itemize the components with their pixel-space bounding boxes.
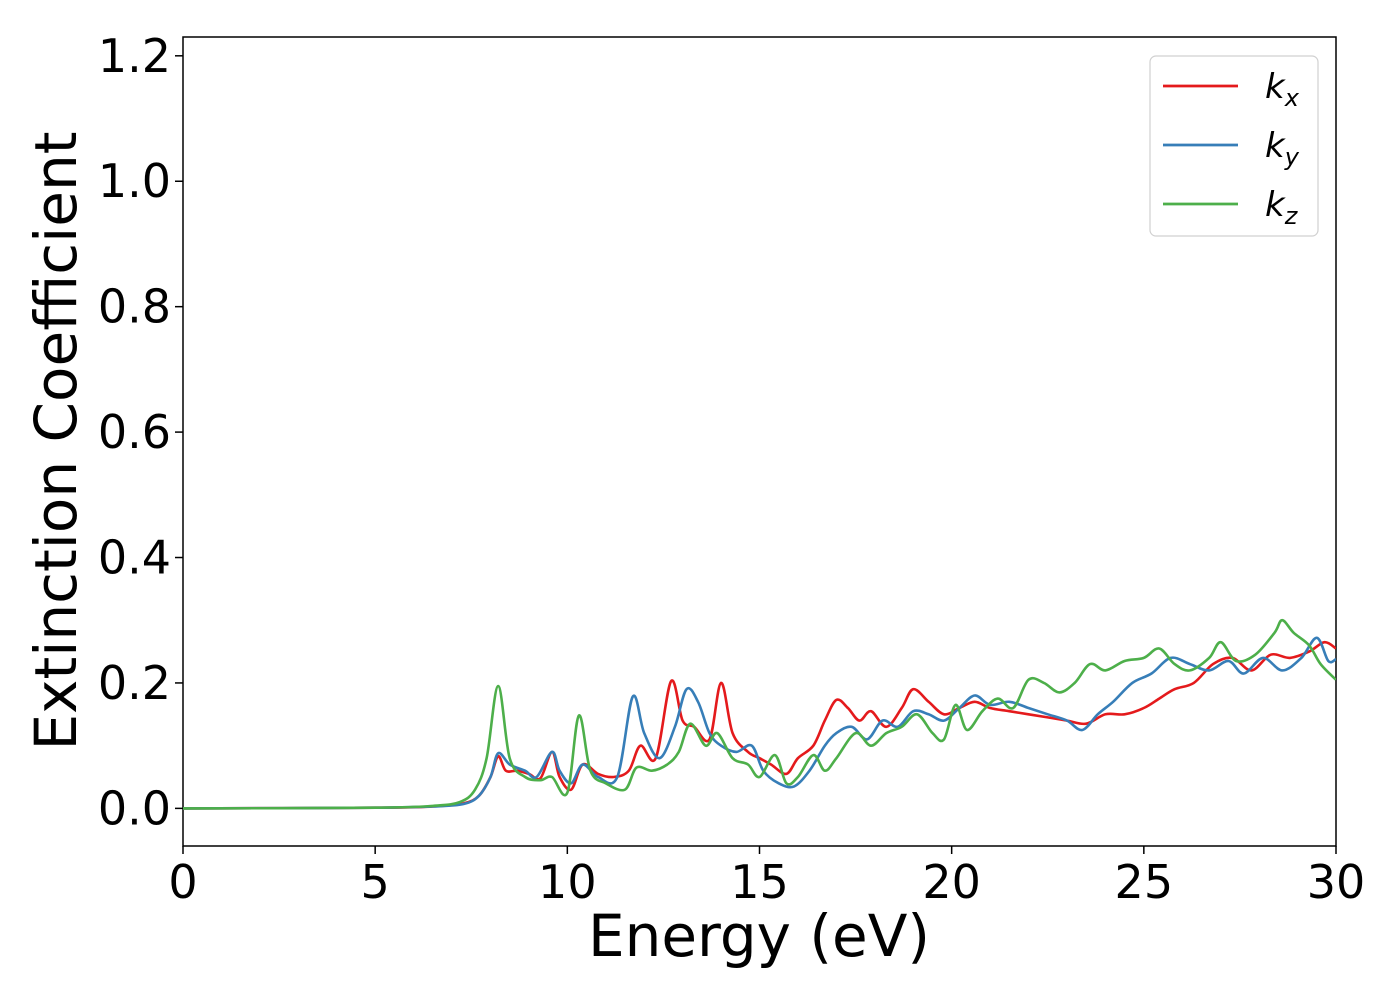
legend-label-main: k (1265, 126, 1286, 166)
series-line-k-y (183, 636, 1336, 810)
legend-label-subscript: x (1284, 84, 1300, 112)
series-line-k-x (183, 640, 1336, 810)
x-tick-label: 15 (730, 855, 789, 909)
y-tick-label: 0.2 (98, 656, 171, 710)
x-tick-label: 10 (538, 855, 597, 909)
y-tick-label: 1.2 (98, 29, 171, 83)
legend-label: ky (1265, 126, 1300, 171)
y-tick-label: 0.0 (98, 781, 171, 835)
x-tick-label: 30 (1307, 855, 1366, 909)
legend-label-subscript: y (1284, 143, 1300, 171)
x-axis-label: Energy (eV) (588, 902, 930, 970)
series-line-k-z (183, 618, 1336, 810)
y-tick-label: 1.0 (98, 154, 171, 208)
y-axis-label: Extinction Coefficient (22, 132, 90, 751)
legend-label-main: k (1265, 185, 1286, 225)
x-tick-label: 0 (168, 855, 197, 909)
x-tick-label: 5 (361, 855, 390, 909)
y-tick-label: 0.8 (98, 280, 171, 334)
y-tick-label: 0.4 (98, 531, 171, 585)
x-tick-label: 25 (1115, 855, 1174, 909)
legend-label-subscript: z (1284, 202, 1299, 230)
y-axis-ticks: 0.0 0.2 0.4 0.6 0.8 1.0 1.2 (98, 29, 183, 835)
legend-label: kx (1265, 67, 1300, 112)
x-tick-label: 20 (922, 855, 981, 909)
series-lines (183, 618, 1336, 810)
x-axis-ticks: 0 5 10 15 20 25 30 (168, 846, 1365, 909)
legend-label-main: k (1265, 67, 1286, 107)
legend-label: kz (1265, 185, 1299, 230)
y-tick-label: 0.6 (98, 405, 171, 459)
